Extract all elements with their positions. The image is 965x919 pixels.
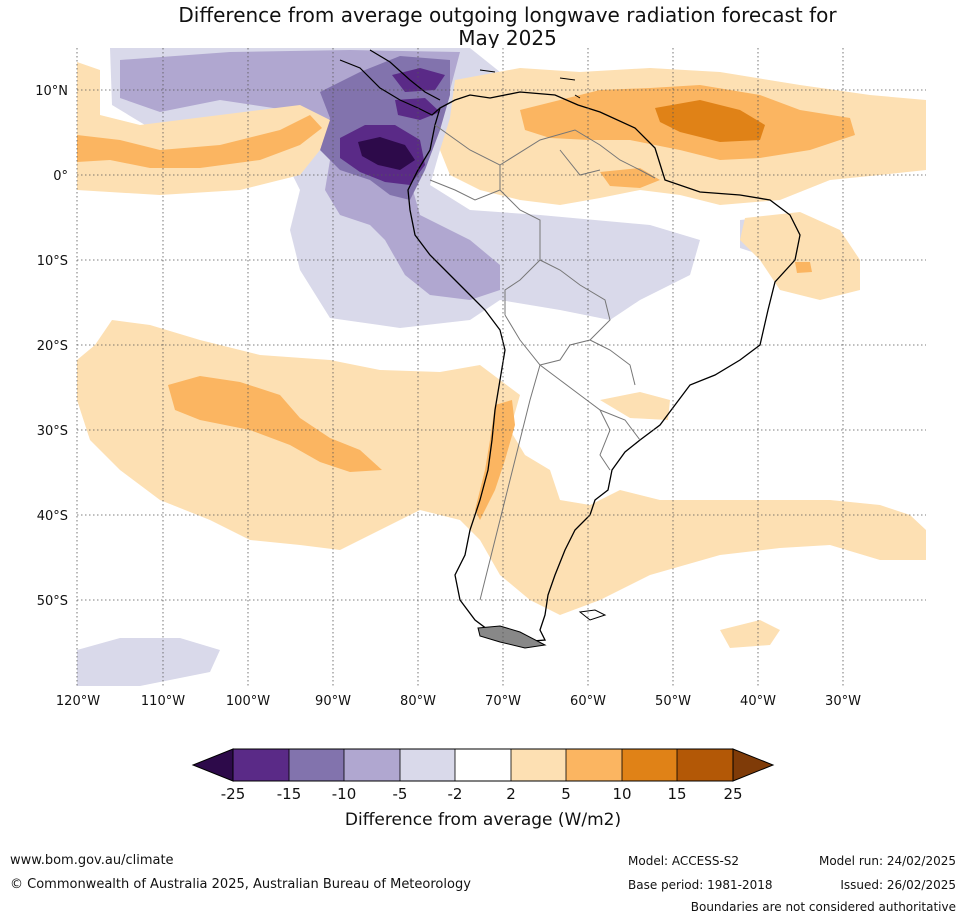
lat-label: 50°S <box>37 594 68 609</box>
colorbar-tick-label: -10 <box>332 785 357 803</box>
latitude-labels: 10°N 0° 10°S 20°S 30°S 40°S 50°S <box>35 84 68 609</box>
country-boundaries <box>429 124 656 601</box>
colorbar-bin <box>511 749 566 781</box>
lat-label: 10°S <box>37 254 68 269</box>
disclaimer-text: Boundaries are not considered authoritat… <box>690 900 956 914</box>
model-name: Model: ACCESS-S2 <box>628 854 740 868</box>
colorbar-tick-label: -5 <box>393 785 408 803</box>
colorbar-tick-label: -15 <box>277 785 302 803</box>
lat-label: 10°N <box>35 84 68 99</box>
anomaly-pos-10-north <box>655 100 765 142</box>
base-period: Base period: 1981-2018 <box>628 878 773 892</box>
lat-label: 0° <box>53 169 68 184</box>
model-run-date: Model run: 24/02/2025 <box>818 854 956 868</box>
colorbar-bin <box>622 749 677 781</box>
colorbar-title: Difference from average (W/m2) <box>345 810 621 830</box>
colorbar-tick-label: 2 <box>506 785 516 803</box>
copyright-text: © Commonwealth of Australia 2025, Austra… <box>10 877 471 892</box>
falklands-coastline <box>578 609 607 621</box>
colorbar-tick-label: 15 <box>667 785 686 803</box>
anomaly-pos-2-south-atlantic <box>600 392 670 420</box>
lat-label: 30°S <box>37 424 68 439</box>
anomaly-field <box>77 48 926 686</box>
website-link[interactable]: www.bom.gov.au/climate <box>10 853 174 868</box>
colorbar-tick-label: 10 <box>612 785 631 803</box>
anomaly-pos-5-east <box>795 262 812 273</box>
south-america-coastline <box>407 91 801 643</box>
caribbean-islands <box>479 69 581 99</box>
anomaly-neg-2-south <box>77 638 220 686</box>
title-line-2: May 2025 <box>458 26 557 50</box>
colorbar-min-extend <box>191 748 234 782</box>
anomaly-neg-25-core <box>358 137 415 170</box>
colorbar-bin <box>455 749 511 781</box>
lon-label: 80°W <box>400 694 436 709</box>
colorbar-bin <box>344 749 400 781</box>
colorbar-bin <box>289 749 344 781</box>
lon-label: 70°W <box>485 694 521 709</box>
central-america-coastline <box>339 49 441 116</box>
lon-label: 90°W <box>315 694 351 709</box>
anomaly-pos-5-south-pacific <box>168 376 382 472</box>
tierra-del-fuego <box>477 625 547 649</box>
lon-label: 60°W <box>570 694 606 709</box>
graticule <box>76 48 926 686</box>
lon-label: 120°W <box>56 694 100 709</box>
colorbar-bin <box>400 749 455 781</box>
colorbar: -25 -15 -10 -5 -2 2 5 10 15 25 Differenc… <box>191 748 775 830</box>
anomaly-neg-15-mid <box>395 98 440 120</box>
colorbar-max-extend <box>732 748 775 782</box>
lon-label: 110°W <box>141 694 185 709</box>
anomaly-neg-15-north <box>392 68 445 92</box>
issued-date: Issued: 26/02/2025 <box>840 878 956 892</box>
lat-label: 20°S <box>37 339 68 354</box>
lat-label: 40°S <box>37 509 68 524</box>
anomaly-pos-2-southeast <box>720 620 780 648</box>
lon-label: 100°W <box>226 694 270 709</box>
colorbar-tick-label: -2 <box>448 785 463 803</box>
colorbar-tick-label: -25 <box>221 785 246 803</box>
coastlines <box>339 49 801 649</box>
lon-label: 50°W <box>655 694 691 709</box>
lon-label: 30°W <box>825 694 861 709</box>
map-title: Difference from average outgoing longwav… <box>0 4 965 50</box>
anomaly-pos-5-west <box>77 115 322 168</box>
colorbar-bin <box>677 749 733 781</box>
colorbar-bin <box>233 749 289 781</box>
anomaly-pos-2-east <box>740 212 860 300</box>
colorbar-tick-label: 5 <box>561 785 571 803</box>
colorbar-tick-label: 25 <box>723 785 742 803</box>
lon-label: 40°W <box>740 694 776 709</box>
colorbar-bin <box>566 749 622 781</box>
title-line-1: Difference from average outgoing longwav… <box>178 3 837 27</box>
longitude-labels: 120°W 110°W 100°W 90°W 80°W 70°W 60°W 50… <box>56 694 861 709</box>
